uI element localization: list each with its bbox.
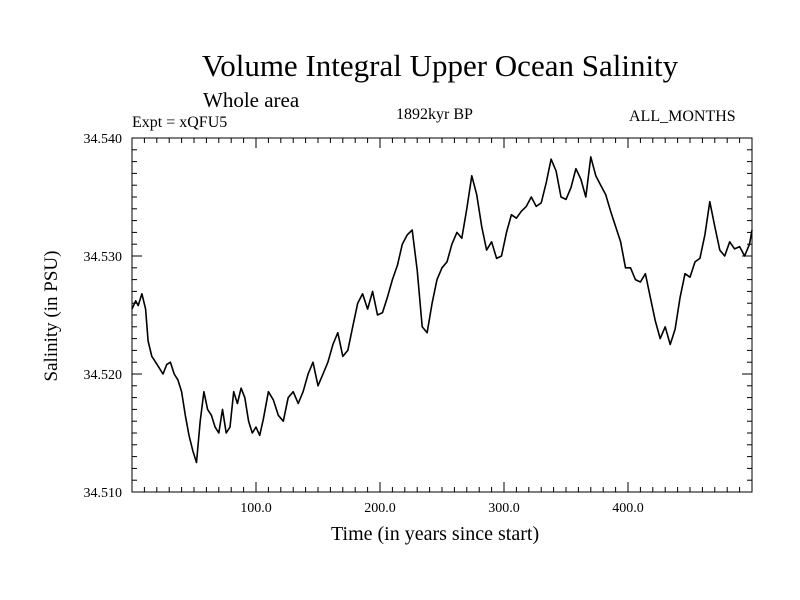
x-tick-label: 200.0 (364, 501, 396, 516)
y-tick-label: 34.520 (84, 368, 123, 383)
salinity-series-line (131, 156, 753, 464)
chart-title: Volume Integral Upper Ocean Salinity (201, 48, 679, 83)
chart-subtitle: Whole area (203, 88, 300, 112)
x-tick-label: 100.0 (240, 501, 272, 516)
y-tick-label: 34.540 (84, 132, 123, 147)
period-label: 1892kyr BP (396, 106, 473, 123)
y-tick-label: 34.530 (84, 250, 123, 265)
x-tick-label: 400.0 (612, 501, 644, 516)
months-label: ALL_MONTHS (629, 108, 736, 125)
x-axis-label: Time (in years since start) (331, 523, 540, 545)
plot-frame (131, 137, 753, 493)
experiment-label: Expt = xQFU5 (132, 114, 228, 131)
x-tick-label: 300.0 (488, 501, 520, 516)
y-tick-label: 34.510 (84, 486, 123, 501)
